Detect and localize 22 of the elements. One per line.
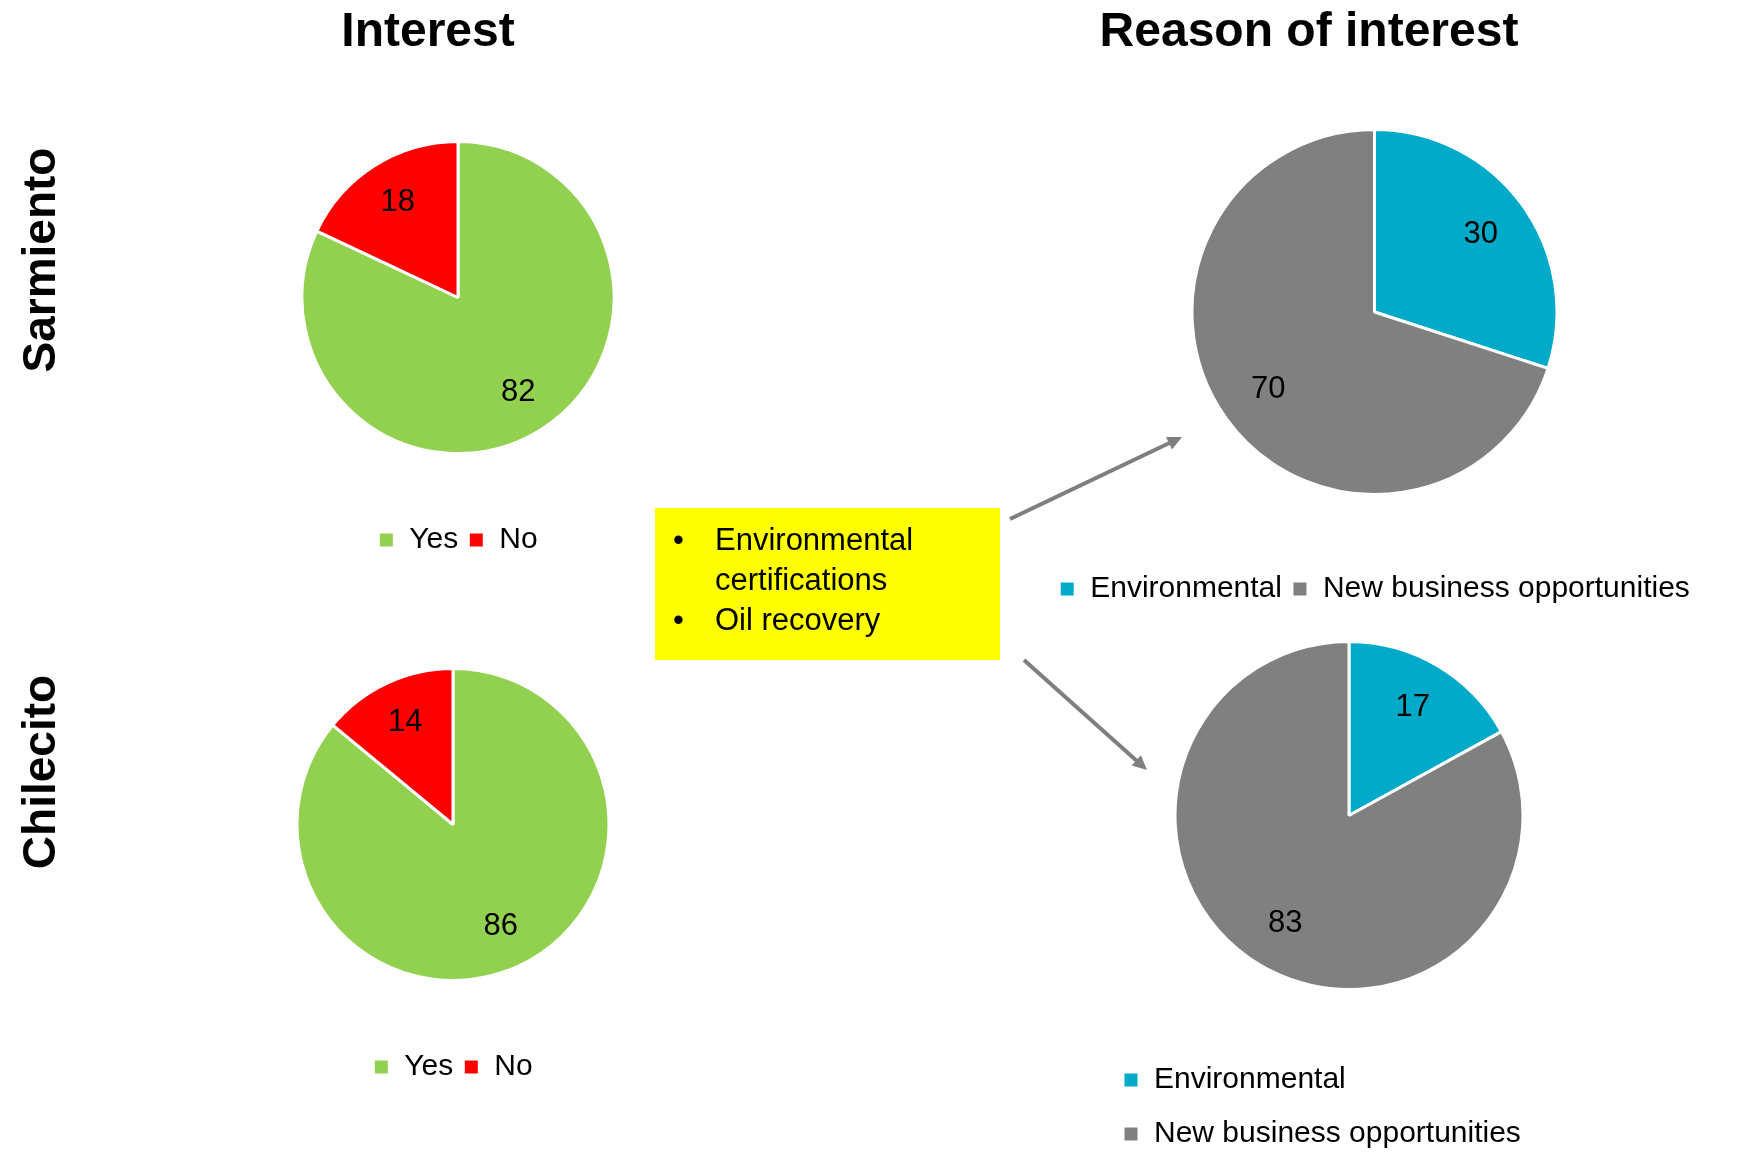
data-label: 30	[1463, 215, 1499, 251]
legend-label: No	[499, 521, 538, 555]
legend-label: Yes	[404, 1048, 454, 1082]
legend-label: Environmental	[1090, 570, 1282, 604]
data-label: 86	[483, 906, 519, 942]
text: • Environmental certifications	[673, 521, 914, 597]
legend-label: Yes	[409, 521, 459, 555]
data-label: 14	[387, 703, 423, 739]
data-label: 83	[1267, 903, 1303, 939]
data-label: 82	[500, 372, 536, 408]
data-label: 18	[380, 183, 416, 219]
legend-label: Environmental	[1154, 1061, 1346, 1095]
legend-label: No	[494, 1048, 533, 1082]
data-label: 70	[1250, 369, 1286, 405]
text: Sarmiento	[12, 147, 66, 373]
chart-title: Reason of interest	[1099, 2, 1519, 57]
legend-label: New business opportunities	[1322, 570, 1690, 604]
data-label: 17	[1395, 688, 1431, 724]
text: • Oil recovery	[673, 601, 881, 639]
legend-label: New business opportunities	[1154, 1115, 1521, 1149]
text: Chilecito	[12, 674, 66, 870]
chart-title: Interest	[341, 2, 515, 57]
